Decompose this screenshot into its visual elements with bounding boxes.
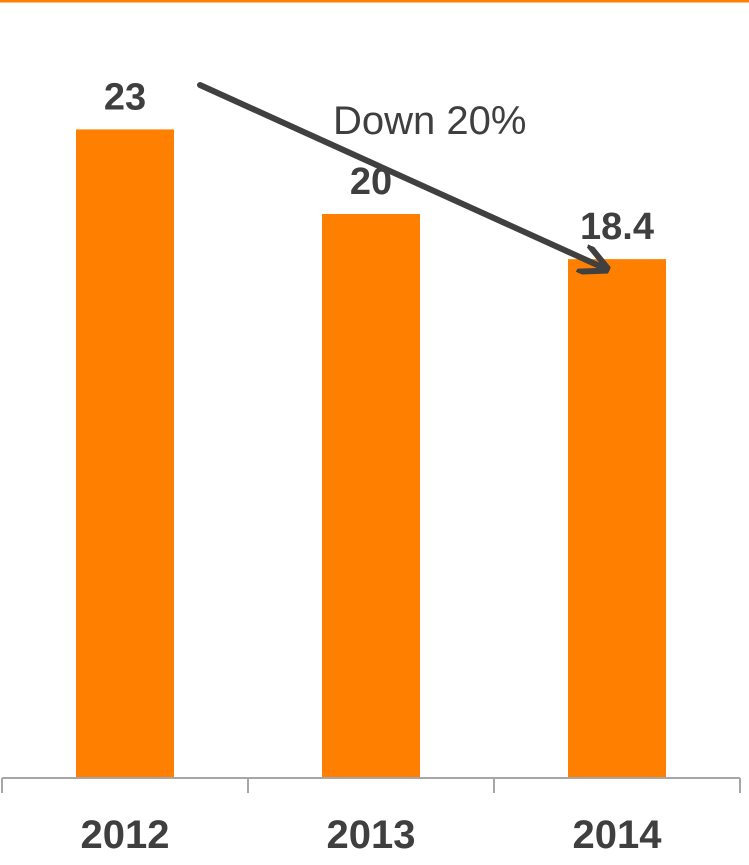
- bar-2012: [76, 129, 174, 778]
- x-tick-labels-group: 2012 2013 2014: [81, 813, 663, 857]
- trend-arrow: [197, 82, 604, 268]
- value-label-2012: 23: [104, 76, 146, 118]
- x-axis: 2012 2013 2014: [1, 777, 741, 857]
- x-axis-ticks: [1, 778, 741, 793]
- bar-2014: [568, 259, 666, 778]
- x-tick-label-2013: 2013: [327, 813, 416, 857]
- trend-annotation: Down 20%: [333, 99, 526, 143]
- bar-2013: [322, 214, 420, 778]
- bars-group: [76, 129, 666, 778]
- x-tick-label-2012: 2012: [81, 813, 170, 857]
- value-label-2014: 18.4: [580, 206, 654, 248]
- x-tick-label-2014: 2014: [573, 813, 663, 857]
